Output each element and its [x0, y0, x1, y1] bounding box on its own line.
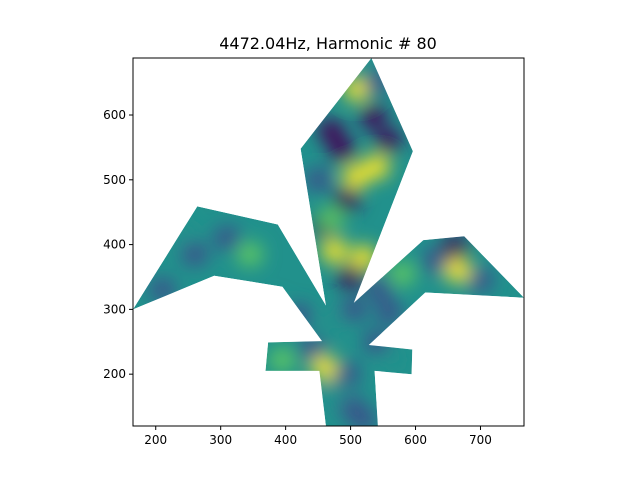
y-axis: 200 300 400 500 600	[103, 108, 133, 381]
heatmap-cell-5	[318, 206, 345, 231]
heatmap-cell-7	[360, 104, 387, 129]
heatmap-cell-27	[259, 297, 286, 322]
x-tick-label: 300	[209, 433, 232, 447]
y-tick-label: 500	[103, 173, 126, 187]
heatmap-cell-25	[181, 242, 208, 267]
heatmap-cell-9	[375, 128, 402, 153]
heatmap-cell-30	[269, 347, 296, 372]
heatmap-cell-39	[318, 310, 345, 335]
heatmap-cell-28	[285, 303, 312, 328]
heatmap-cell-21	[376, 300, 403, 325]
heatmap-cell-24	[236, 242, 263, 267]
heatmap-cell-13	[329, 138, 356, 163]
heatmap-cell-38	[340, 297, 367, 322]
x-tick-label: 200	[144, 433, 167, 447]
y-tick-label: 400	[103, 238, 126, 252]
y-tick-label: 200	[103, 367, 126, 381]
heatmap-cell-17	[422, 248, 449, 273]
heatmap-cell-20	[366, 277, 393, 302]
axes-frame	[132, 57, 525, 427]
heatmap-intensity-layer	[149, 70, 494, 426]
heatmap-cell-15	[441, 235, 468, 260]
heatmap-cell-34	[383, 347, 410, 372]
heatmap-cell-16	[444, 258, 471, 283]
heatmap-cell-18	[467, 268, 494, 293]
heatmap-cell-12	[305, 167, 332, 192]
x-tick-label: 400	[274, 433, 297, 447]
heatmap-cell-4	[334, 187, 361, 212]
heatmap-cell-36	[350, 407, 377, 426]
heatmap-cell-6	[342, 164, 369, 189]
y-tick-label: 600	[103, 108, 126, 122]
heatmap-cell-33	[363, 329, 390, 354]
heatmap-cell-29	[298, 336, 325, 361]
heatmap-cell-19	[389, 261, 416, 286]
heatmap-cell-23	[214, 226, 241, 251]
chart-title: 4472.04Hz, Harmonic # 80	[219, 34, 437, 53]
x-axis: 200 300 400 500 600 700	[144, 426, 492, 447]
heatmap-cell-14	[363, 70, 390, 95]
heatmap-cell-22	[165, 219, 192, 244]
x-tick-label: 700	[469, 433, 492, 447]
heatmap-cell-31	[311, 355, 338, 380]
heatmap-cell-32	[334, 362, 361, 387]
heatmap-cell-11	[363, 154, 390, 179]
x-tick-label: 600	[404, 433, 427, 447]
heatmap-cell-2	[337, 264, 364, 289]
heatmap-cell-26	[149, 277, 176, 302]
y-tick-label: 300	[103, 302, 126, 316]
heatmap-cell-0	[321, 239, 348, 264]
heatmap-cell-37	[321, 381, 348, 406]
x-tick-label: 500	[339, 433, 362, 447]
heatmap-cell-10	[318, 119, 345, 144]
